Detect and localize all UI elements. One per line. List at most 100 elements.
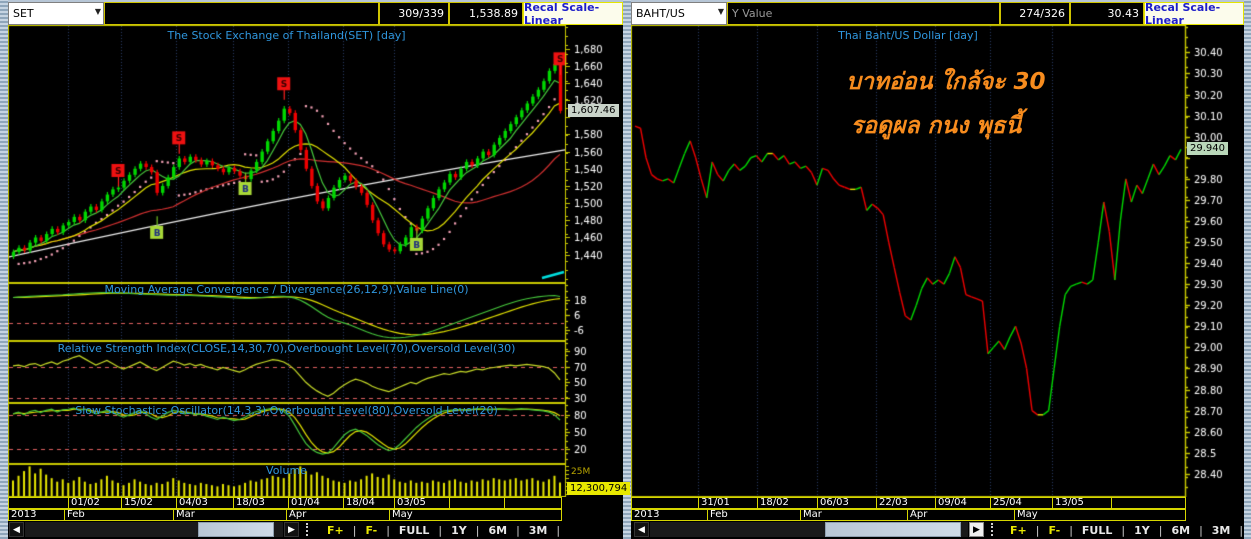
set-macd-chart[interactable] [8,283,623,341]
range-button-6m[interactable]: 6M [488,523,508,537]
range-button-1y[interactable]: 1Y [451,523,467,537]
symbol-dropdown-set-value: SET [13,7,34,20]
toolbar-separator: | [438,523,443,537]
set-chart-panel: SET ▼ 309/339 1,538.89 Recal Scale-Linea… [8,1,631,539]
date-cell-01-02: 01/02 [68,497,122,509]
toolbar-separator: | [352,523,357,537]
set-volume-chart[interactable] [8,464,623,497]
query-field-set[interactable] [104,2,379,25]
date-cell-06-03: 06/03 [817,497,877,509]
date-cell-22-03: 22/03 [876,497,936,509]
range-button-fminus[interactable]: F- [1048,523,1061,537]
scroll-left-button[interactable]: ◀ [9,522,24,537]
date-cell-25-04: 25/04 [990,497,1053,509]
date-cell-15-02: 15/02 [121,497,177,509]
date-cell-blank [504,497,562,509]
month-cell-mar: Mar [800,509,908,521]
toolbar-separator: | [386,523,390,537]
scroll-left-button[interactable]: ◀ [634,522,649,537]
range-button-full[interactable]: FULL [1081,523,1113,537]
baht-header: BAHT/US ▼ Y Value 274/326 30.43 Recal Sc… [631,1,1244,27]
toolbar-separator: | [1158,523,1163,537]
range-button-3m[interactable]: 3M [528,523,548,537]
date-cell-18-03: 18/03 [233,497,289,509]
set-rsi-chart[interactable] [8,341,623,403]
set-bottom-bar: ◀ ▶ F+ | F- | FULL | 1Y | 6M | 3M | [8,521,623,539]
set-last-price-tag: 1,607.46 [568,103,619,117]
set-price-chart[interactable] [8,25,623,283]
symbol-dropdown-set[interactable]: SET ▼ [8,2,104,25]
range-button-fplus[interactable]: F+ [327,523,344,537]
scrollbar-thumb[interactable] [825,522,961,537]
toolbar-separator: | [1121,523,1126,537]
range-button-fminus[interactable]: F- [365,523,378,537]
baht-chart-panel: BAHT/US ▼ Y Value 274/326 30.43 Recal Sc… [631,1,1244,539]
baht-bottom-bar: ◀ ▶ F+ | F- | FULL | 1Y | 6M | 3M | [631,521,1244,539]
recal-scale-button-baht[interactable]: Recal Scale-Linear [1144,1,1244,27]
toolbar-separator: | [516,523,520,537]
left-window-splitter[interactable] [0,0,8,539]
center-window-splitter[interactable] [623,0,631,539]
month-cell-2013: 2013 [8,509,65,521]
date-cell-13-05: 13/05 [1052,497,1112,509]
date-cell-04-03: 04/03 [176,497,234,509]
thai-annotation-line1: บาทอ่อน ใกล้จะ 30 [846,69,1046,95]
range-button-3m[interactable]: 3M [1211,523,1231,537]
bar-count-field-set: 309/339 [379,2,449,25]
chevron-down-icon[interactable]: ▼ [717,7,724,16]
scroll-right-button[interactable]: ▶ [284,522,299,537]
toolbar-separator: | [1035,523,1040,537]
range-button-full[interactable]: FULL [398,523,430,537]
date-cell-blank [631,497,699,509]
month-cell-feb: Feb [707,509,801,521]
toolbar-grip[interactable] [306,523,309,536]
toolbar-separator: | [556,523,561,537]
toolbar-separator: | [1069,523,1073,537]
toolbar-grip[interactable] [991,523,994,536]
month-cell-may: May [1014,509,1186,521]
symbol-dropdown-baht-value: BAHT/US [636,7,685,20]
set-volume-value-tag: 12,300,794 [567,482,631,495]
last-value-field-set: 1,538.89 [449,2,523,25]
date-cell-blank [1111,497,1186,509]
y-value-field[interactable]: Y Value [727,2,1000,25]
set-range-toolbar: F+ | F- | FULL | 1Y | 6M | 3M | [320,521,562,539]
set-header: SET ▼ 309/339 1,538.89 Recal Scale-Linea… [8,1,623,27]
date-cell-03-05: 03/05 [394,497,450,509]
last-value-field-baht: 30.43 [1070,2,1144,25]
month-cell-may: May [389,509,562,521]
date-cell-01-04: 01/04 [288,497,344,509]
scroll-right-button[interactable]: ▶ [969,522,984,537]
toolbar-separator: | [1199,523,1203,537]
set-month-axis: 2013 Feb Mar Apr May [8,509,565,521]
baht-date-axis: 31/01 18/02 06/03 22/03 09/04 25/04 13/05 [631,497,1186,509]
month-cell-2013: 2013 [631,509,708,521]
right-window-splitter[interactable] [1244,0,1251,539]
month-cell-mar: Mar [173,509,287,521]
chevron-down-icon[interactable]: ▼ [94,7,101,16]
set-date-axis: 01/02 15/02 04/03 18/03 01/04 18/04 03/05 [8,497,565,509]
date-cell-09-04: 09/04 [935,497,991,509]
volume-axis-label: 25M [571,467,591,477]
toolbar-separator: | [1239,523,1244,537]
date-cell-18-04: 18/04 [343,497,395,509]
recal-scale-button-set[interactable]: Recal Scale-Linear [523,1,623,27]
range-button-1y[interactable]: 1Y [1134,523,1150,537]
date-cell-blank [8,497,69,509]
thai-annotation-line2: รอดูผล กนง พุธนี้ [850,113,1022,139]
range-button-6m[interactable]: 6M [1171,523,1191,537]
baht-range-toolbar: F+ | F- | FULL | 1Y | 6M | 3M | [1003,521,1245,539]
baht-price-chart[interactable] [631,25,1244,497]
range-button-fplus[interactable]: F+ [1010,523,1027,537]
scrollbar-thumb[interactable] [198,522,274,537]
date-cell-31-01: 31/01 [698,497,758,509]
month-cell-apr: Apr [286,509,390,521]
baht-month-axis: 2013 Feb Mar Apr May [631,509,1186,521]
date-cell-18-02: 18/02 [757,497,818,509]
month-cell-apr: Apr [907,509,1015,521]
baht-last-price-tag: 29.940 [1187,142,1228,156]
symbol-dropdown-baht[interactable]: BAHT/US ▼ [631,2,727,25]
bar-count-field-baht: 274/326 [1000,2,1070,25]
set-stoch-chart[interactable] [8,403,623,464]
